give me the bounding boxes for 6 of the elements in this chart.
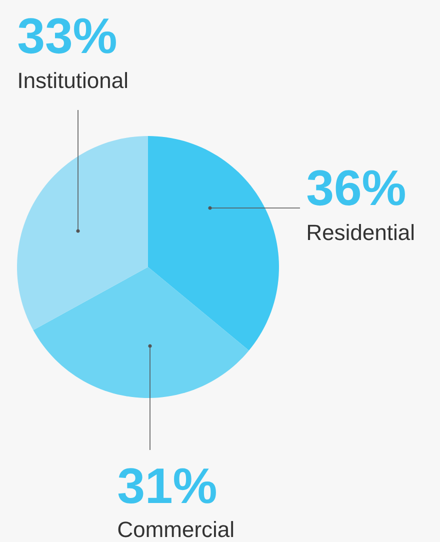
data-label: 33% [18, 18, 116, 54]
data-label: 31% [118, 468, 216, 504]
slice-label: Residential [308, 224, 414, 240]
data-label: 36% [307, 170, 405, 206]
slice-label: Commercial [118, 521, 234, 538]
slice-label: Institutional [19, 72, 128, 88]
